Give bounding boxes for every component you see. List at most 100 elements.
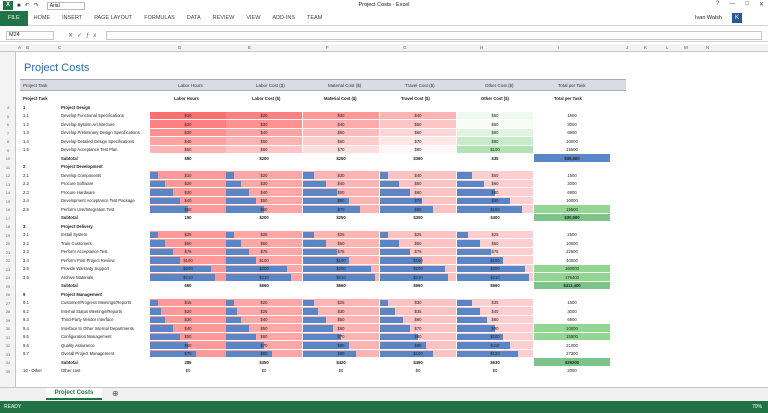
value-cell[interactable]: $70 xyxy=(303,332,379,341)
column-header-F[interactable]: F xyxy=(326,45,329,50)
row-number[interactable]: 24 xyxy=(5,275,11,280)
minimize-icon[interactable]: — xyxy=(729,1,736,7)
value-cell[interactable]: $90 xyxy=(380,341,456,350)
row-number[interactable]: 25 xyxy=(5,283,11,289)
table-row[interactable]: 5 1.1 Develop Functional Specifications $10… xyxy=(7,111,646,120)
value-cell[interactable]: $40 xyxy=(380,171,456,180)
value-cell[interactable]: $100 xyxy=(150,256,226,265)
tab-view[interactable]: VIEW xyxy=(246,14,261,21)
value-cell[interactable] xyxy=(303,163,379,171)
value-cell[interactable] xyxy=(150,163,226,171)
value-cell[interactable]: $90 xyxy=(457,137,533,146)
value-cell[interactable]: $100 xyxy=(457,256,533,265)
value-cell[interactable]: $30 xyxy=(150,128,226,137)
row-number[interactable]: 13 xyxy=(5,181,11,187)
row-number[interactable]: 28 xyxy=(5,309,11,314)
formula-icons[interactable]: ✕✓ƒx xyxy=(68,33,101,39)
value-cell[interactable] xyxy=(534,222,610,231)
table-row[interactable]: 27 9.1 Customer/Progress Meetings/Reports $… xyxy=(6,298,646,307)
value-cell[interactable]: $20 xyxy=(226,171,302,180)
value-cell[interactable]: $70 xyxy=(380,196,456,205)
row-number[interactable]: 14 xyxy=(5,190,11,195)
value-cell[interactable]: $100 xyxy=(226,256,302,265)
value-cell[interactable]: $30 xyxy=(150,188,226,197)
value-cell[interactable] xyxy=(226,163,302,171)
value-cell[interactable] xyxy=(380,222,456,231)
value-cell[interactable]: $40 xyxy=(150,324,226,333)
value-cell[interactable]: $400 xyxy=(457,214,533,222)
value-cell[interactable]: $40 xyxy=(303,120,379,129)
value-cell[interactable]: $50 xyxy=(457,111,533,120)
value-cell[interactable]: $60 xyxy=(226,205,302,214)
value-cell[interactable]: $75 xyxy=(226,247,302,256)
value-cell[interactable]: 3000 xyxy=(534,179,610,188)
value-cell[interactable] xyxy=(534,163,610,171)
value-cell[interactable]: 27300 xyxy=(534,349,610,358)
value-cell[interactable]: $50 xyxy=(380,120,456,129)
column-header-B[interactable]: B xyxy=(26,45,30,50)
value-cell[interactable]: $50 xyxy=(150,239,226,248)
value-cell[interactable] xyxy=(150,290,226,299)
value-cell[interactable]: 15500 xyxy=(534,205,610,214)
formula-input[interactable] xyxy=(106,31,762,40)
value-cell[interactable]: $25 xyxy=(226,230,302,239)
value-cell[interactable]: $200 xyxy=(226,154,302,163)
tab-formulas[interactable]: FORMULAS xyxy=(144,14,175,21)
value-cell[interactable]: $80 xyxy=(380,205,456,214)
value-cell[interactable]: $60 xyxy=(303,324,379,333)
column-header-A[interactable]: A xyxy=(18,45,22,50)
table-row[interactable]: 9 1.5 Develop Acceptance Test Plan $50 $60 $7… xyxy=(7,145,646,154)
value-cell[interactable]: $30 xyxy=(226,120,302,129)
value-cell[interactable]: 1500 xyxy=(534,111,610,120)
value-cell[interactable]: $200 xyxy=(150,264,226,273)
tab-file[interactable]: FILE xyxy=(0,10,28,26)
value-cell[interactable]: $210 xyxy=(226,273,302,282)
value-cell[interactable]: $60 xyxy=(380,315,456,324)
value-cell[interactable]: $411,400 xyxy=(534,281,610,290)
table-row[interactable]: 30 9.4 Interface to Other Internal Departm… xyxy=(6,324,646,333)
table-row[interactable]: 31 9.5 Configuration Management $50 $60 $70 $8… xyxy=(6,332,646,341)
value-cell[interactable]: $20 xyxy=(226,111,302,120)
column-header-C[interactable]: C xyxy=(58,45,62,50)
value-cell[interactable]: $80 xyxy=(457,128,533,137)
value-cell[interactable]: $660 xyxy=(380,282,456,290)
table-row[interactable]: 17 Subtotal 150 $200 $250 $300 $400 $30,500 xyxy=(6,213,646,222)
value-cell[interactable]: $660 xyxy=(457,282,533,290)
tab-team[interactable]: TEAM xyxy=(307,14,323,21)
row-number[interactable]: 32 xyxy=(5,343,11,348)
value-cell[interactable]: 1500 xyxy=(534,298,610,307)
table-row[interactable]: 29 9.3 Third-Party Vendor Interface $30 $40 $… xyxy=(6,315,646,324)
column-header-J[interactable]: J xyxy=(626,45,629,50)
value-cell[interactable]: 6900 xyxy=(534,315,610,324)
table-row[interactable]: 4 1 Project Design xyxy=(7,103,646,112)
value-cell[interactable]: $200 xyxy=(303,264,379,273)
value-cell[interactable] xyxy=(457,222,533,231)
row-number[interactable]: 5 xyxy=(6,113,10,119)
value-cell[interactable]: 10000 xyxy=(534,324,610,333)
font-name-box[interactable]: Arial xyxy=(46,1,85,10)
tab-add-ins[interactable]: ADD-INS xyxy=(272,14,296,21)
value-cell[interactable] xyxy=(226,290,302,299)
value-cell[interactable]: $40 xyxy=(226,188,302,197)
row-number[interactable]: 23 xyxy=(5,266,11,272)
row-number[interactable]: 11 xyxy=(5,164,11,170)
value-cell[interactable]: $60 xyxy=(150,341,226,350)
row-number[interactable]: 35 xyxy=(5,368,11,374)
value-cell[interactable]: $490 xyxy=(380,358,456,367)
value-cell[interactable]: 176400 xyxy=(534,273,610,282)
value-cell[interactable]: $20 xyxy=(226,298,302,307)
value-cell[interactable]: $50 xyxy=(150,205,226,214)
value-cell[interactable] xyxy=(226,103,302,112)
value-cell[interactable]: $25 xyxy=(303,298,379,307)
row-number[interactable]: 15 xyxy=(5,198,11,204)
table-row[interactable]: 24 3.6 Archive Materials $210 $210 $210 $210 $2… xyxy=(6,273,646,282)
value-cell[interactable] xyxy=(380,290,456,299)
value-cell[interactable]: $30 xyxy=(303,171,379,180)
table-row[interactable]: 13 2.2 Procure Software $20 $30 $40 $50 $60 3000 xyxy=(6,179,646,188)
value-cell[interactable]: $90 xyxy=(150,154,226,163)
value-cell[interactable]: $100 xyxy=(457,145,533,154)
value-cell[interactable]: $50 xyxy=(303,128,379,137)
value-cell[interactable] xyxy=(303,290,379,299)
value-cell[interactable]: 15500 xyxy=(534,332,610,341)
column-header-I[interactable]: I xyxy=(558,45,560,50)
